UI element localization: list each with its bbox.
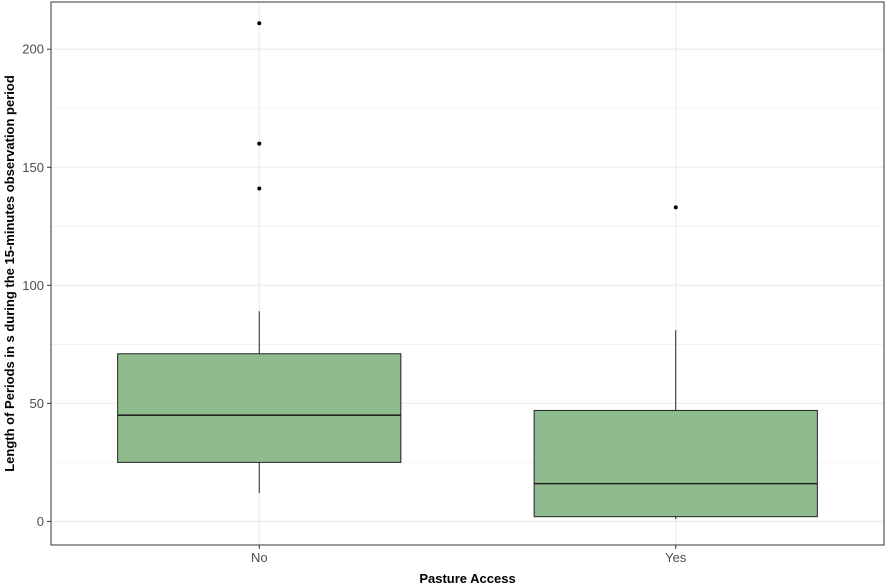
y-tick-label: 50	[30, 396, 44, 411]
box-yes	[533, 205, 818, 520]
x-tick-label: Yes	[665, 550, 687, 565]
box-no	[117, 21, 402, 494]
outlier-point	[673, 205, 678, 210]
y-tick-label: 0	[37, 514, 44, 529]
panel-border	[50, 1, 885, 546]
iqr-box	[117, 353, 402, 463]
x-axis: No Yes	[251, 545, 687, 565]
outlier-point	[257, 21, 262, 26]
y-tick-label: 200	[22, 42, 44, 57]
x-tick-label: No	[251, 550, 268, 565]
y-tick-label: 100	[22, 278, 44, 293]
iqr-box	[533, 409, 818, 518]
y-axis: 0 50 100 150 200	[22, 42, 51, 529]
x-axis-title: Pasture Access	[419, 571, 515, 585]
y-axis-title: Length of Periods in s during the 15-min…	[2, 75, 17, 472]
outlier-point	[257, 141, 262, 146]
box-series	[117, 21, 818, 520]
outlier-point	[257, 186, 262, 191]
y-tick-label: 150	[22, 160, 44, 175]
